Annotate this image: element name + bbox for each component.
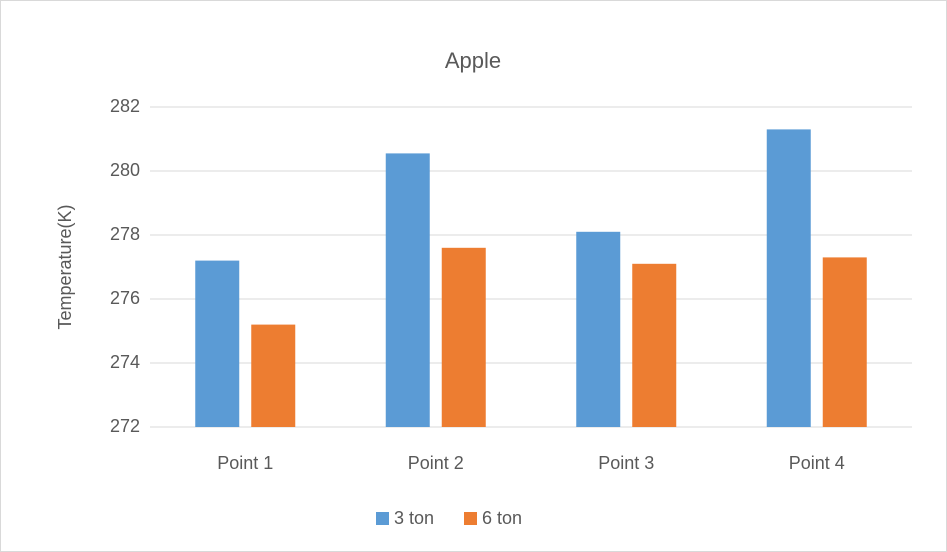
bar <box>195 260 240 427</box>
x-tick-label: Point 2 <box>408 453 464 473</box>
y-axis-label: Temperature(K) <box>55 204 75 329</box>
legend-swatch <box>376 512 389 525</box>
y-tick-label: 272 <box>110 416 140 436</box>
y-tick-label: 280 <box>110 160 140 180</box>
x-tick-label: Point 4 <box>789 453 845 473</box>
legend-label: 6 ton <box>482 508 522 528</box>
y-tick-label: 274 <box>110 352 140 372</box>
bar <box>385 153 430 427</box>
x-tick-label: Point 1 <box>217 453 273 473</box>
legend-label: 3 ton <box>394 508 434 528</box>
bar <box>576 231 621 427</box>
bar <box>251 324 296 427</box>
bar <box>822 257 867 427</box>
chart-title: Apple <box>445 48 501 73</box>
bar <box>766 129 811 427</box>
bar <box>632 263 677 427</box>
y-tick-label: 282 <box>110 96 140 116</box>
y-tick-label: 276 <box>110 288 140 308</box>
y-tick-label: 278 <box>110 224 140 244</box>
legend-swatch <box>464 512 477 525</box>
bar <box>441 247 486 427</box>
x-tick-label: Point 3 <box>598 453 654 473</box>
